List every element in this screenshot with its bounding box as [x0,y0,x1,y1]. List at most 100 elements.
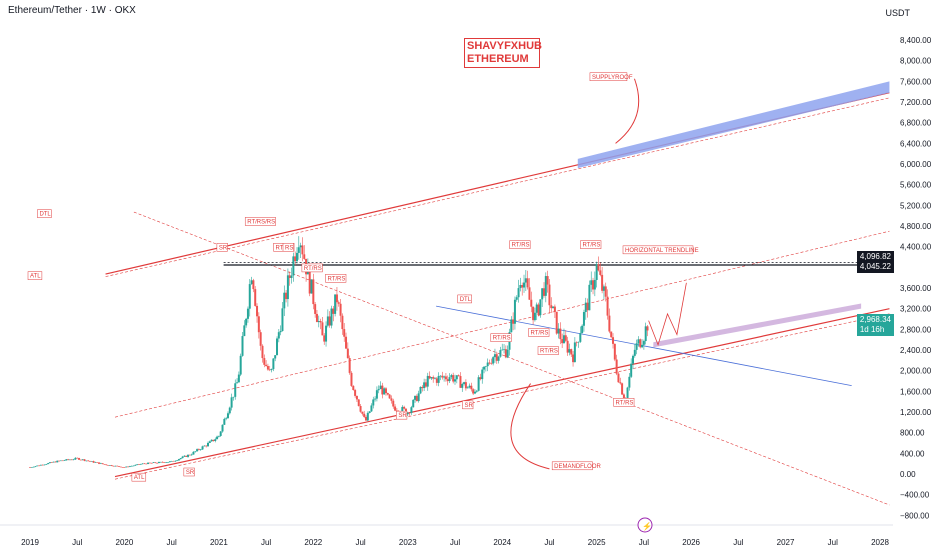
x-tick-label: 2022 [304,538,322,547]
candle-body [548,284,551,306]
candle-body [617,373,620,383]
annotation-box [396,410,408,420]
candle-body [437,375,440,383]
candle-body [335,294,338,303]
candle-body [588,284,591,311]
candle-body [635,343,638,350]
candle-body [361,411,364,414]
candle-body [365,416,368,421]
annotation-box [183,467,195,477]
candle-body [530,299,533,307]
annotation-label: RT/RS [616,400,634,406]
y-tick-label: 3,200.00 [900,305,932,314]
trendlines-layer [105,81,890,506]
annotation-label: SR [186,470,195,476]
y-tick-label: 7,600.00 [900,77,932,86]
annotation-label: RT/RS [540,349,558,355]
candle-body [159,461,162,463]
candle-body [187,454,190,457]
candle-body [577,341,580,343]
candle-body [223,418,226,425]
candle-body [426,375,429,387]
candle-body [205,445,208,447]
candle-body [192,451,195,455]
candle-body [285,292,288,300]
candle-body [177,459,180,461]
candle-body [368,411,371,413]
candle-body [541,288,544,300]
candle-body [621,383,624,395]
candle-body [566,340,569,353]
candle-body [41,464,44,466]
x-tick-label: 2019 [21,538,39,547]
candle-body [628,376,631,388]
candle-body [377,389,380,391]
candle-body [288,275,291,278]
candle-body [141,463,144,465]
candle-body [45,464,48,465]
candle-body [183,455,186,457]
candle-body [143,463,146,465]
candle-body [350,372,353,386]
x-tick-label: 2020 [116,538,134,547]
candle-body [503,349,506,350]
candle-body [524,278,527,283]
candle-body [473,391,476,394]
channel-lower-dashed [114,313,890,480]
candle-body [214,439,217,441]
candle-body [622,394,625,401]
candle-body [274,355,277,359]
candle-body [510,319,513,333]
candle-body [315,313,318,323]
candle-body [134,464,137,466]
candle-body [76,457,79,459]
candle-body [432,377,435,379]
annotation-box [244,217,276,226]
candle-body [533,312,536,321]
watermark-line1: SHAVYFXHUB [467,40,542,52]
candle-body [446,379,449,382]
candle-body [468,385,471,388]
candle-body [557,328,560,334]
candle-body [435,378,438,383]
annotation-box [462,400,474,410]
candle-body [39,464,42,466]
y-tick-label: 5,600.00 [900,181,932,190]
candle-body [114,465,117,467]
candle-body [156,462,159,464]
candle-body [254,289,257,306]
candle-body [299,245,302,248]
candle-body [237,374,240,383]
candle-body [176,460,179,461]
x-tick-label: 2023 [399,538,417,547]
annotation-label: ATL [30,274,41,280]
y-tick-label: 8,400.00 [900,36,932,45]
price-axis-unit: USDT [885,8,911,18]
candle-body [582,312,585,326]
candle-body [197,449,200,450]
x-tick-label: 2028 [871,538,889,547]
candle-body [283,292,286,309]
x-tick-label: 2026 [682,538,700,547]
candle-body [532,306,535,321]
annotation-box [457,294,472,304]
candle-body [312,279,315,305]
candle-body [116,465,119,467]
candle-body [325,325,328,342]
candle-body [374,398,377,400]
annotation-box [622,245,694,255]
candle-body [626,387,629,401]
x-tick-label: Jul [261,538,271,547]
candle-body [631,355,634,364]
annotation-box [580,240,602,249]
y-tick-label: 800.00 [900,429,925,438]
candle-body [570,349,573,355]
candle-body [481,369,484,380]
candle-body [47,463,50,465]
candle-body [564,335,567,341]
candle-body [395,410,398,412]
watermark-line2: ETHEREUM [467,53,529,65]
candle-body [601,274,604,291]
countdown: 1d 16h [859,325,885,334]
